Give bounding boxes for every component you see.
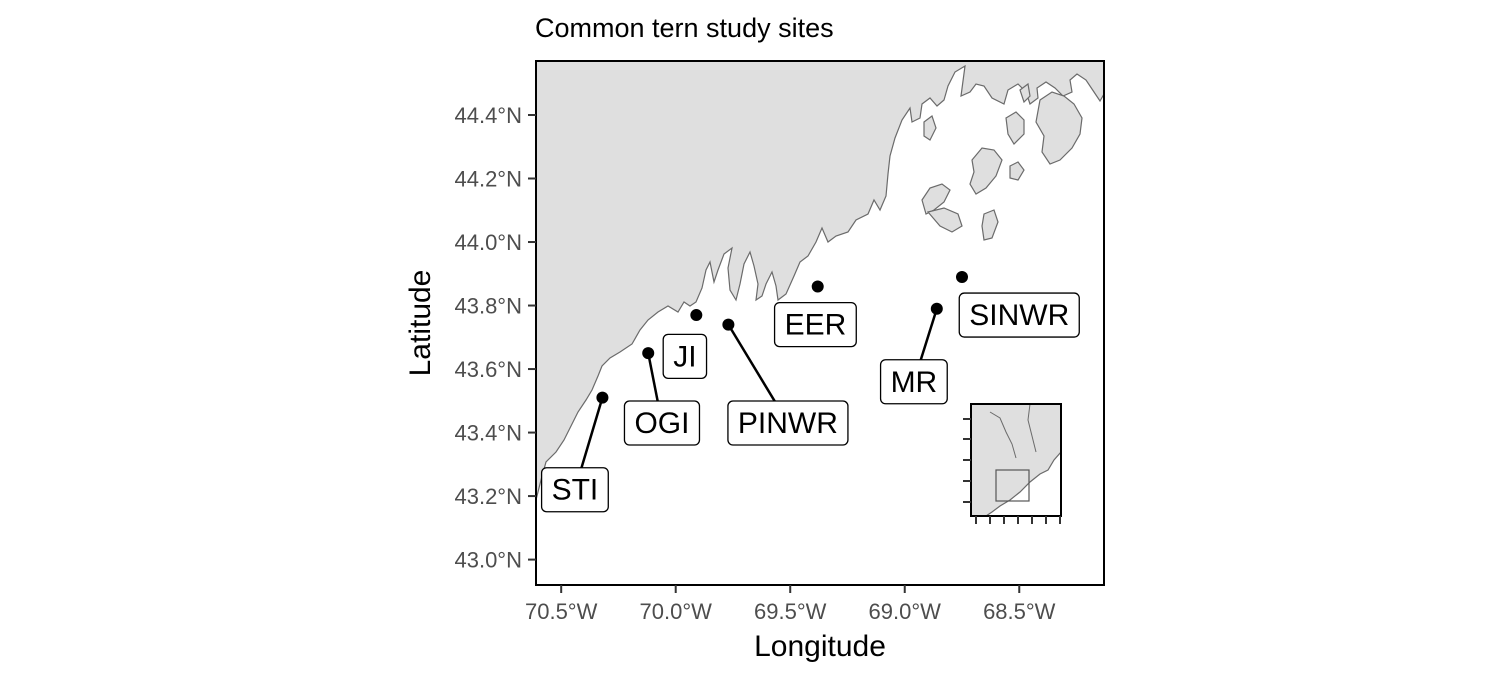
site-points xyxy=(596,270,968,404)
y-tick-label: 43.2°N xyxy=(454,484,522,509)
y-tick-label: 44.0°N xyxy=(454,230,522,255)
x-tick-label: 69.0°W xyxy=(869,599,942,624)
y-axis-title: Latitude xyxy=(404,270,437,377)
y-tick-label: 43.0°N xyxy=(454,548,522,573)
island-8 xyxy=(923,115,937,141)
site-label-sti: STI xyxy=(540,467,609,513)
island-1 xyxy=(1035,91,1083,165)
site-label-box-ji xyxy=(662,333,708,379)
island-6 xyxy=(926,207,963,233)
site-point-ogi xyxy=(642,347,655,360)
site-label-text-eer: EER xyxy=(785,309,847,342)
inset-border-line-2 xyxy=(1027,403,1037,453)
y-axis: 44.4°N 44.2°N 44.0°N 43.8°N 43.6°N 43.4°N 43.2… xyxy=(454,103,536,573)
site-label-pinwr: PINWR xyxy=(727,400,849,446)
y-tick-label: 44.2°N xyxy=(454,167,522,192)
x-tick-label: 70.0°W xyxy=(640,599,713,624)
x-axis-title: Longitude xyxy=(754,630,886,663)
site-label-ogi: OGI xyxy=(623,400,701,446)
chart-title: Common tern study sites xyxy=(535,13,834,43)
site-label-text-ji: JI xyxy=(673,340,696,373)
x-tick-label: 69.5°W xyxy=(754,599,827,624)
inset-ticks xyxy=(963,418,1061,524)
site-labels: STI OGI JI PINWR EER MR SINWR xyxy=(540,292,1080,513)
site-label-text-sinwr: SINWR xyxy=(969,299,1069,332)
island-7 xyxy=(981,209,999,241)
site-point-mr xyxy=(930,302,943,315)
x-tick-label: 70.5°W xyxy=(525,599,598,624)
inset-locator-map xyxy=(963,403,1062,524)
site-point-sti xyxy=(596,391,609,404)
y-tick-label: 43.4°N xyxy=(454,421,522,446)
island-4 xyxy=(1009,161,1025,181)
site-point-ji xyxy=(690,309,703,322)
site-point-sinwr xyxy=(956,270,968,283)
site-label-box-pinwr xyxy=(727,400,849,446)
y-tick-label: 43.8°N xyxy=(454,294,522,319)
site-label-sinwr: SINWR xyxy=(958,292,1080,338)
x-tick-label: 68.5°W xyxy=(983,599,1056,624)
island-3 xyxy=(969,147,1003,195)
site-label-box-eer xyxy=(773,301,857,348)
site-label-box-sinwr xyxy=(958,292,1080,338)
site-label-mr: MR xyxy=(879,359,948,405)
island-2 xyxy=(1005,111,1025,145)
site-label-text-mr: MR xyxy=(891,366,938,399)
site-label-box-sti xyxy=(540,467,609,513)
y-tick-label: 44.4°N xyxy=(454,103,522,128)
site-label-box-ogi xyxy=(623,400,701,446)
mainland-land xyxy=(536,61,1104,501)
site-label-text-sti: STI xyxy=(552,474,599,507)
site-label-ji: JI xyxy=(662,333,708,379)
x-axis: 70.5°W 70.0°W 69.5°W 69.0°W 68.5°W xyxy=(525,585,1056,624)
panel-border xyxy=(535,60,1105,586)
site-point-eer xyxy=(811,280,824,293)
island-9 xyxy=(1019,82,1031,104)
site-label-box-mr xyxy=(879,359,948,405)
y-tick-label: 43.6°N xyxy=(454,357,522,382)
island-5 xyxy=(921,183,951,215)
site-label-text-ogi: OGI xyxy=(634,407,689,440)
inset-study-extent-box xyxy=(995,469,1030,502)
site-label-eer: EER xyxy=(773,301,857,348)
inset-border-line xyxy=(989,411,1017,459)
site-point-pinwr xyxy=(722,318,735,331)
site-label-text-pinwr: PINWR xyxy=(738,407,838,440)
